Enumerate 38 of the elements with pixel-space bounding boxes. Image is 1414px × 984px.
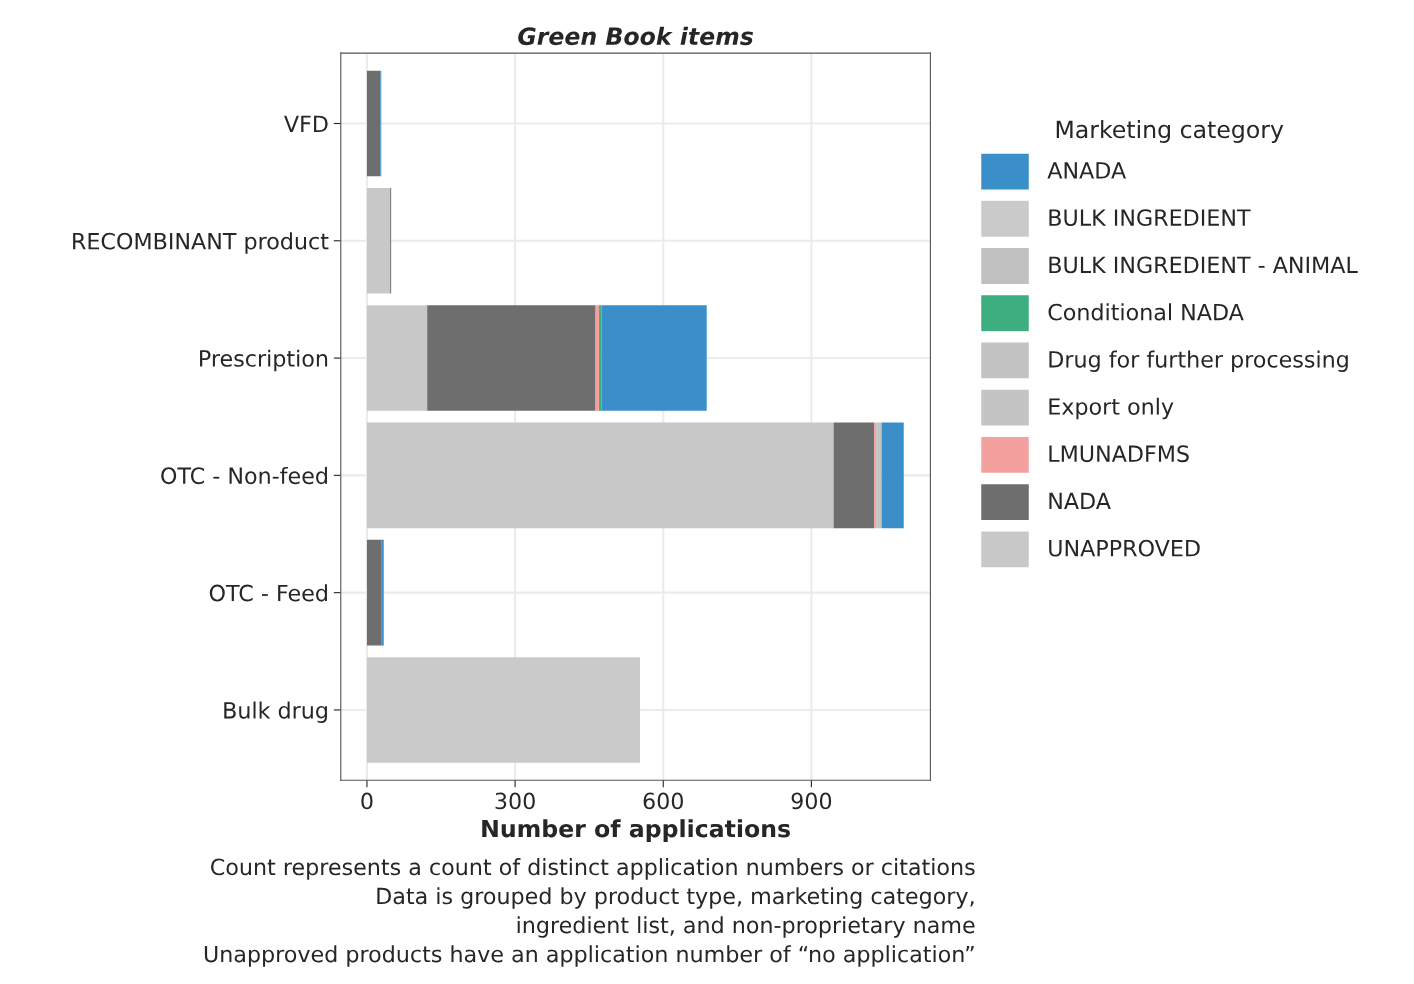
text: Unapproved products have an application number of “no application” bbox=[204, 945, 974, 967]
x-tick-label: 300 bbox=[495, 792, 535, 810]
legend-label: UNAPPROVED bbox=[1049, 539, 1200, 557]
x-tick-label: 900 bbox=[791, 792, 832, 810]
legend-label: BULK INGREDIENT bbox=[1049, 209, 1251, 227]
bar bbox=[366, 70, 381, 177]
legend-label: NADA bbox=[1049, 492, 1111, 510]
text: Count represents a count of distinct application numbers or citations bbox=[211, 858, 975, 880]
legend-title: Marketing category bbox=[1056, 120, 1284, 143]
legend-label: BULK INGREDIENT - ANIMAL bbox=[1049, 256, 1358, 274]
legend-label: Export only bbox=[1049, 397, 1174, 420]
legend-label: LMUNADFMS bbox=[1049, 445, 1189, 463]
bar bbox=[366, 422, 834, 529]
bar bbox=[427, 305, 596, 411]
text: Data is grouped by product type, marketing category, bbox=[377, 887, 974, 909]
bar bbox=[366, 305, 428, 411]
text: ingredient list, and non-proprietary name bbox=[517, 916, 975, 938]
y-tick-label: RECOMBINANT product bbox=[73, 232, 329, 254]
bar bbox=[366, 188, 391, 294]
bar bbox=[881, 422, 904, 529]
bar bbox=[599, 305, 602, 411]
legend-label: Drug for further processing bbox=[1049, 350, 1348, 372]
bar bbox=[366, 539, 382, 646]
x-tick-label: 600 bbox=[643, 792, 683, 810]
x-tick-label: 0 bbox=[361, 792, 373, 810]
bar bbox=[833, 422, 875, 529]
y-tick-label: OTC - Non-feed bbox=[161, 466, 327, 485]
y-tick-label: Prescription bbox=[200, 349, 328, 372]
y-tick-label: VFD bbox=[284, 115, 328, 132]
bar bbox=[366, 657, 641, 763]
y-tick-label: Bulk drug bbox=[224, 701, 327, 723]
x-axis-title: Number of applications bbox=[482, 819, 790, 843]
legend-label: ANADA bbox=[1047, 162, 1127, 179]
legend-label: Conditional NADA bbox=[1048, 303, 1244, 321]
bar bbox=[601, 305, 707, 411]
chart-title: Green Book items bbox=[518, 26, 754, 46]
bar bbox=[876, 422, 882, 529]
y-tick-label: OTC - Feed bbox=[209, 584, 327, 602]
